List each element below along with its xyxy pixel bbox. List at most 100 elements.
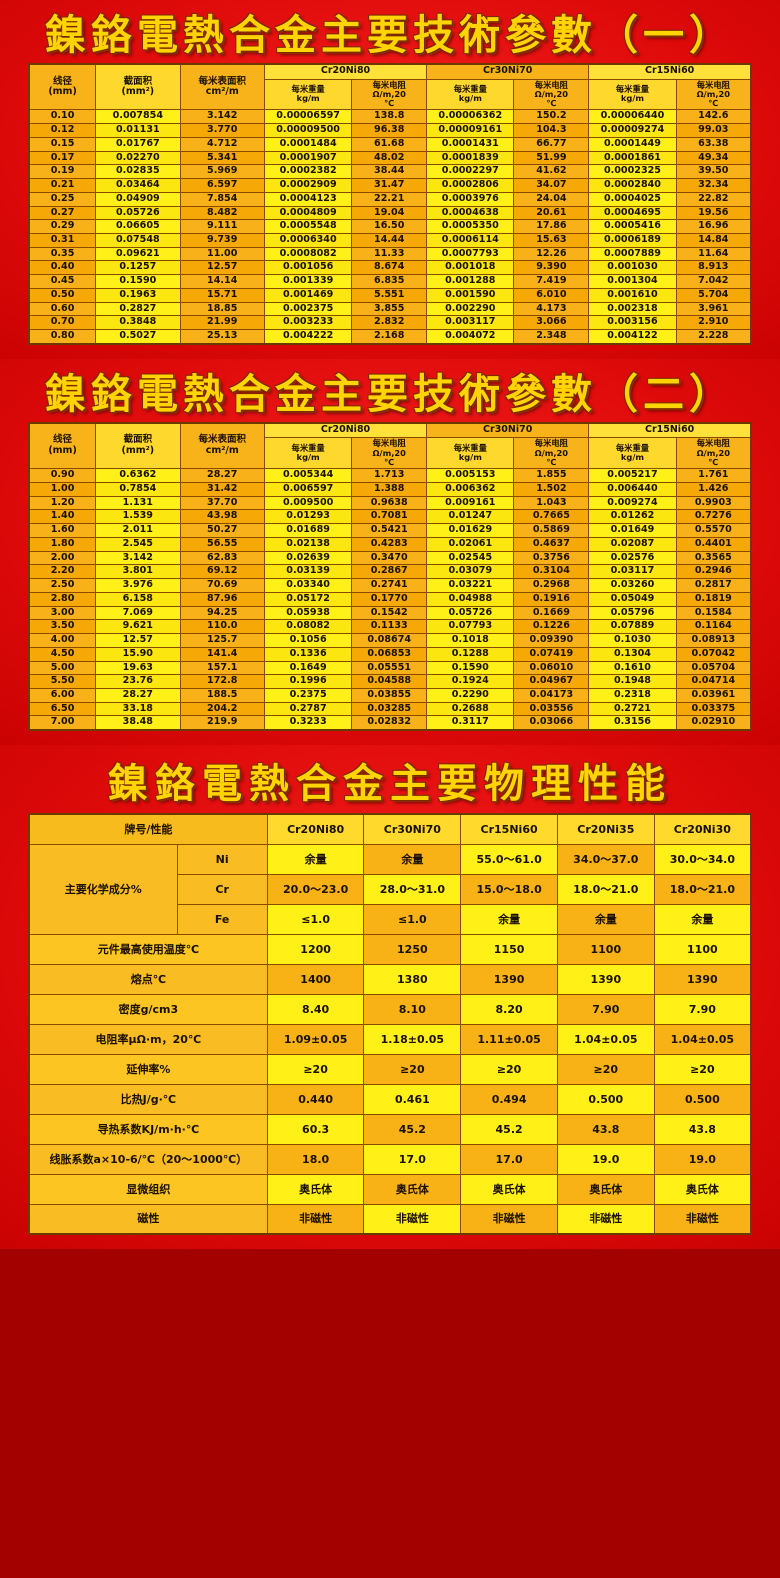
table-cell: 15.63 — [513, 233, 590, 248]
table-cell: 0.09621 — [95, 246, 181, 262]
table-row: 0.27 0.05726 8.482 0.0004809 19.04 0.0004638 2… — [28, 205, 752, 221]
table-cell: 0.1336 — [263, 646, 353, 662]
table-cell: 28.27 — [179, 468, 265, 483]
table-cell: 0.2688 — [426, 701, 515, 717]
phys-header-alloy: Cr20Ni35 — [556, 813, 655, 845]
table-cell: 0.5421 — [351, 523, 428, 538]
phys-property-value: 1250 — [363, 933, 462, 965]
table-row: 0.35 0.09621 11.00 0.0008082 11.33 0.0007793 1… — [28, 246, 752, 262]
phys-property-value: 奥氏体 — [556, 1173, 655, 1205]
phys-property-row: 元件最高使用温度℃ 1200 1250 1150 1100 1100 — [28, 933, 752, 965]
table-cell: 0.70 — [28, 315, 97, 331]
table-cell: 5.551 — [351, 287, 428, 303]
table-row: 0.10 0.007854 3.142 0.00006597 138.8 0.000063… — [28, 109, 752, 125]
table-cell: 0.03855 — [351, 688, 428, 703]
th-area: 截面积 (mm²) — [95, 422, 181, 470]
phys-chem-value: ≤1.0 — [266, 903, 365, 935]
table-cell: 6.00 — [28, 688, 97, 703]
phys-property-value: 奥氏体 — [266, 1173, 365, 1205]
phys-header-alloy: Cr20Ni80 — [266, 813, 365, 845]
table-cell: 0.05049 — [588, 591, 677, 607]
phys-property-value: ≥20 — [653, 1053, 752, 1085]
phys-property-value: 0.500 — [556, 1083, 655, 1115]
table-cell: 157.1 — [179, 660, 265, 676]
table-cell: 32.34 — [675, 178, 752, 193]
table-cell: 0.0001861 — [588, 150, 677, 166]
phys-header-alloy: Cr20Ni30 — [653, 813, 752, 845]
table-cell: 0.1963 — [95, 287, 181, 303]
table-cell: 38.44 — [351, 164, 428, 180]
phys-property-value: 非磁性 — [653, 1203, 752, 1235]
phys-chem-value: 余量 — [363, 843, 462, 875]
phys-chem-value: 28.0～31.0 — [363, 873, 462, 905]
table-cell: 87.96 — [179, 591, 265, 607]
table-cell: 3.00 — [28, 605, 97, 621]
table-cell: 39.50 — [675, 164, 752, 180]
table-cell: 0.0001431 — [426, 136, 515, 152]
table-cell: 0.0002382 — [263, 164, 353, 180]
table-cell: 0.05726 — [95, 205, 181, 221]
table-cell: 12.26 — [513, 246, 590, 262]
technical-params-table-2: 线径 (mm) 截面积 (mm²) 每米表面积 cm²/m Cr20Ni80 C… — [28, 421, 752, 732]
table-cell: 0.06010 — [513, 660, 590, 676]
phys-property-value: ≥20 — [266, 1053, 365, 1085]
table-cell: 0.7276 — [675, 509, 752, 525]
table-cell: 1.20 — [28, 495, 97, 511]
table-cell: 0.003117 — [426, 315, 515, 331]
table-cell: 2.80 — [28, 591, 97, 607]
table-cell: 0.3117 — [426, 715, 515, 731]
table-cell: 0.0004638 — [426, 205, 515, 221]
table-cell: 15.71 — [179, 287, 265, 303]
table-cell: 0.002318 — [588, 301, 677, 317]
table-cell: 0.001018 — [426, 260, 515, 276]
phys-chem-row: 主要化学成分% Ni 余量 余量 55.0～61.0 34.0～37.0 30.0～34.0 — [28, 843, 752, 935]
table-row: 4.00 12.57 125.7 0.1056 0.08674 0.1018 0.09390… — [28, 633, 752, 648]
table-cell: 0.4401 — [675, 536, 752, 552]
table-cell: 0.0004123 — [263, 191, 353, 207]
table-row: 0.19 0.02835 5.969 0.0002382 38.44 0.0002297 4… — [28, 164, 752, 180]
table-cell: 0.01689 — [263, 523, 353, 538]
phys-property-value: 非磁性 — [556, 1203, 655, 1235]
table-cell: 2.168 — [351, 329, 428, 345]
table-2-group-row: 线径 (mm) 截面积 (mm²) 每米表面积 cm²/m Cr20Ni80 C… — [28, 422, 752, 470]
table-cell: 0.5869 — [513, 523, 590, 538]
table-cell: 0.2827 — [95, 301, 181, 317]
table-row: 0.31 0.07548 9.739 0.0006340 14.44 0.0006114 1… — [28, 233, 752, 248]
table-cell: 150.2 — [513, 109, 590, 125]
table-cell: 0.1018 — [426, 633, 515, 648]
th-resistance-2: 每米电阻 Ω/m,20 ℃ — [513, 437, 590, 470]
table-row: 0.17 0.02270 5.341 0.0001907 48.02 0.0001839 5… — [28, 150, 752, 166]
table-cell: 6.835 — [351, 274, 428, 289]
table-cell: 12.57 — [179, 260, 265, 276]
phys-property-value: ≥20 — [556, 1053, 655, 1085]
table-cell: 0.90 — [28, 468, 97, 483]
th-weight-1: 每米重量 kg/m — [263, 78, 353, 111]
table-cell: 56.55 — [179, 536, 265, 552]
table-cell: 9.621 — [95, 619, 181, 635]
table-row: 0.70 0.3848 21.99 0.003233 2.832 0.003117 3.06… — [28, 315, 752, 331]
th-weight-2: 每米重量 kg/m — [426, 78, 515, 111]
table-cell: 0.3104 — [513, 564, 590, 580]
table-cell: 1.80 — [28, 536, 97, 552]
table-row: 7.00 38.48 219.9 0.3233 0.02832 0.3117 0.03066… — [28, 715, 752, 731]
phys-property-value: 7.90 — [653, 993, 752, 1025]
table-cell: 0.007854 — [95, 109, 181, 125]
table-cell: 0.03260 — [588, 578, 677, 593]
table-row: 3.00 7.069 94.25 0.05938 0.1542 0.05726 0.1669… — [28, 605, 752, 621]
table-1-body: 0.10 0.007854 3.142 0.00006597 138.8 0.000063… — [28, 109, 752, 345]
table-cell: 4.50 — [28, 646, 97, 662]
table-row: 0.12 0.01131 3.770 0.00009500 96.38 0.0000916… — [28, 123, 752, 138]
phys-property-row: 熔点℃ 1400 1380 1390 1390 1390 — [28, 963, 752, 995]
phys-property-value: 0.500 — [653, 1083, 752, 1115]
physical-properties-table: 牌号/性能 Cr20Ni80 Cr30Ni70 Cr15Ni60 Cr20Ni35 Cr2… — [28, 813, 752, 1236]
phys-property-row: 比热J/g·℃ 0.440 0.461 0.494 0.500 0.500 — [28, 1083, 752, 1115]
table-cell: 0.01262 — [588, 509, 677, 525]
table-cell: 0.07419 — [513, 646, 590, 662]
phys-property-value: 19.0 — [556, 1143, 655, 1175]
phys-property-value: 18.0 — [266, 1143, 365, 1175]
table-cell: 16.96 — [675, 219, 752, 234]
table-cell: 204.2 — [179, 701, 265, 717]
table-cell: 0.45 — [28, 274, 97, 289]
table-cell: 0.001610 — [588, 287, 677, 303]
